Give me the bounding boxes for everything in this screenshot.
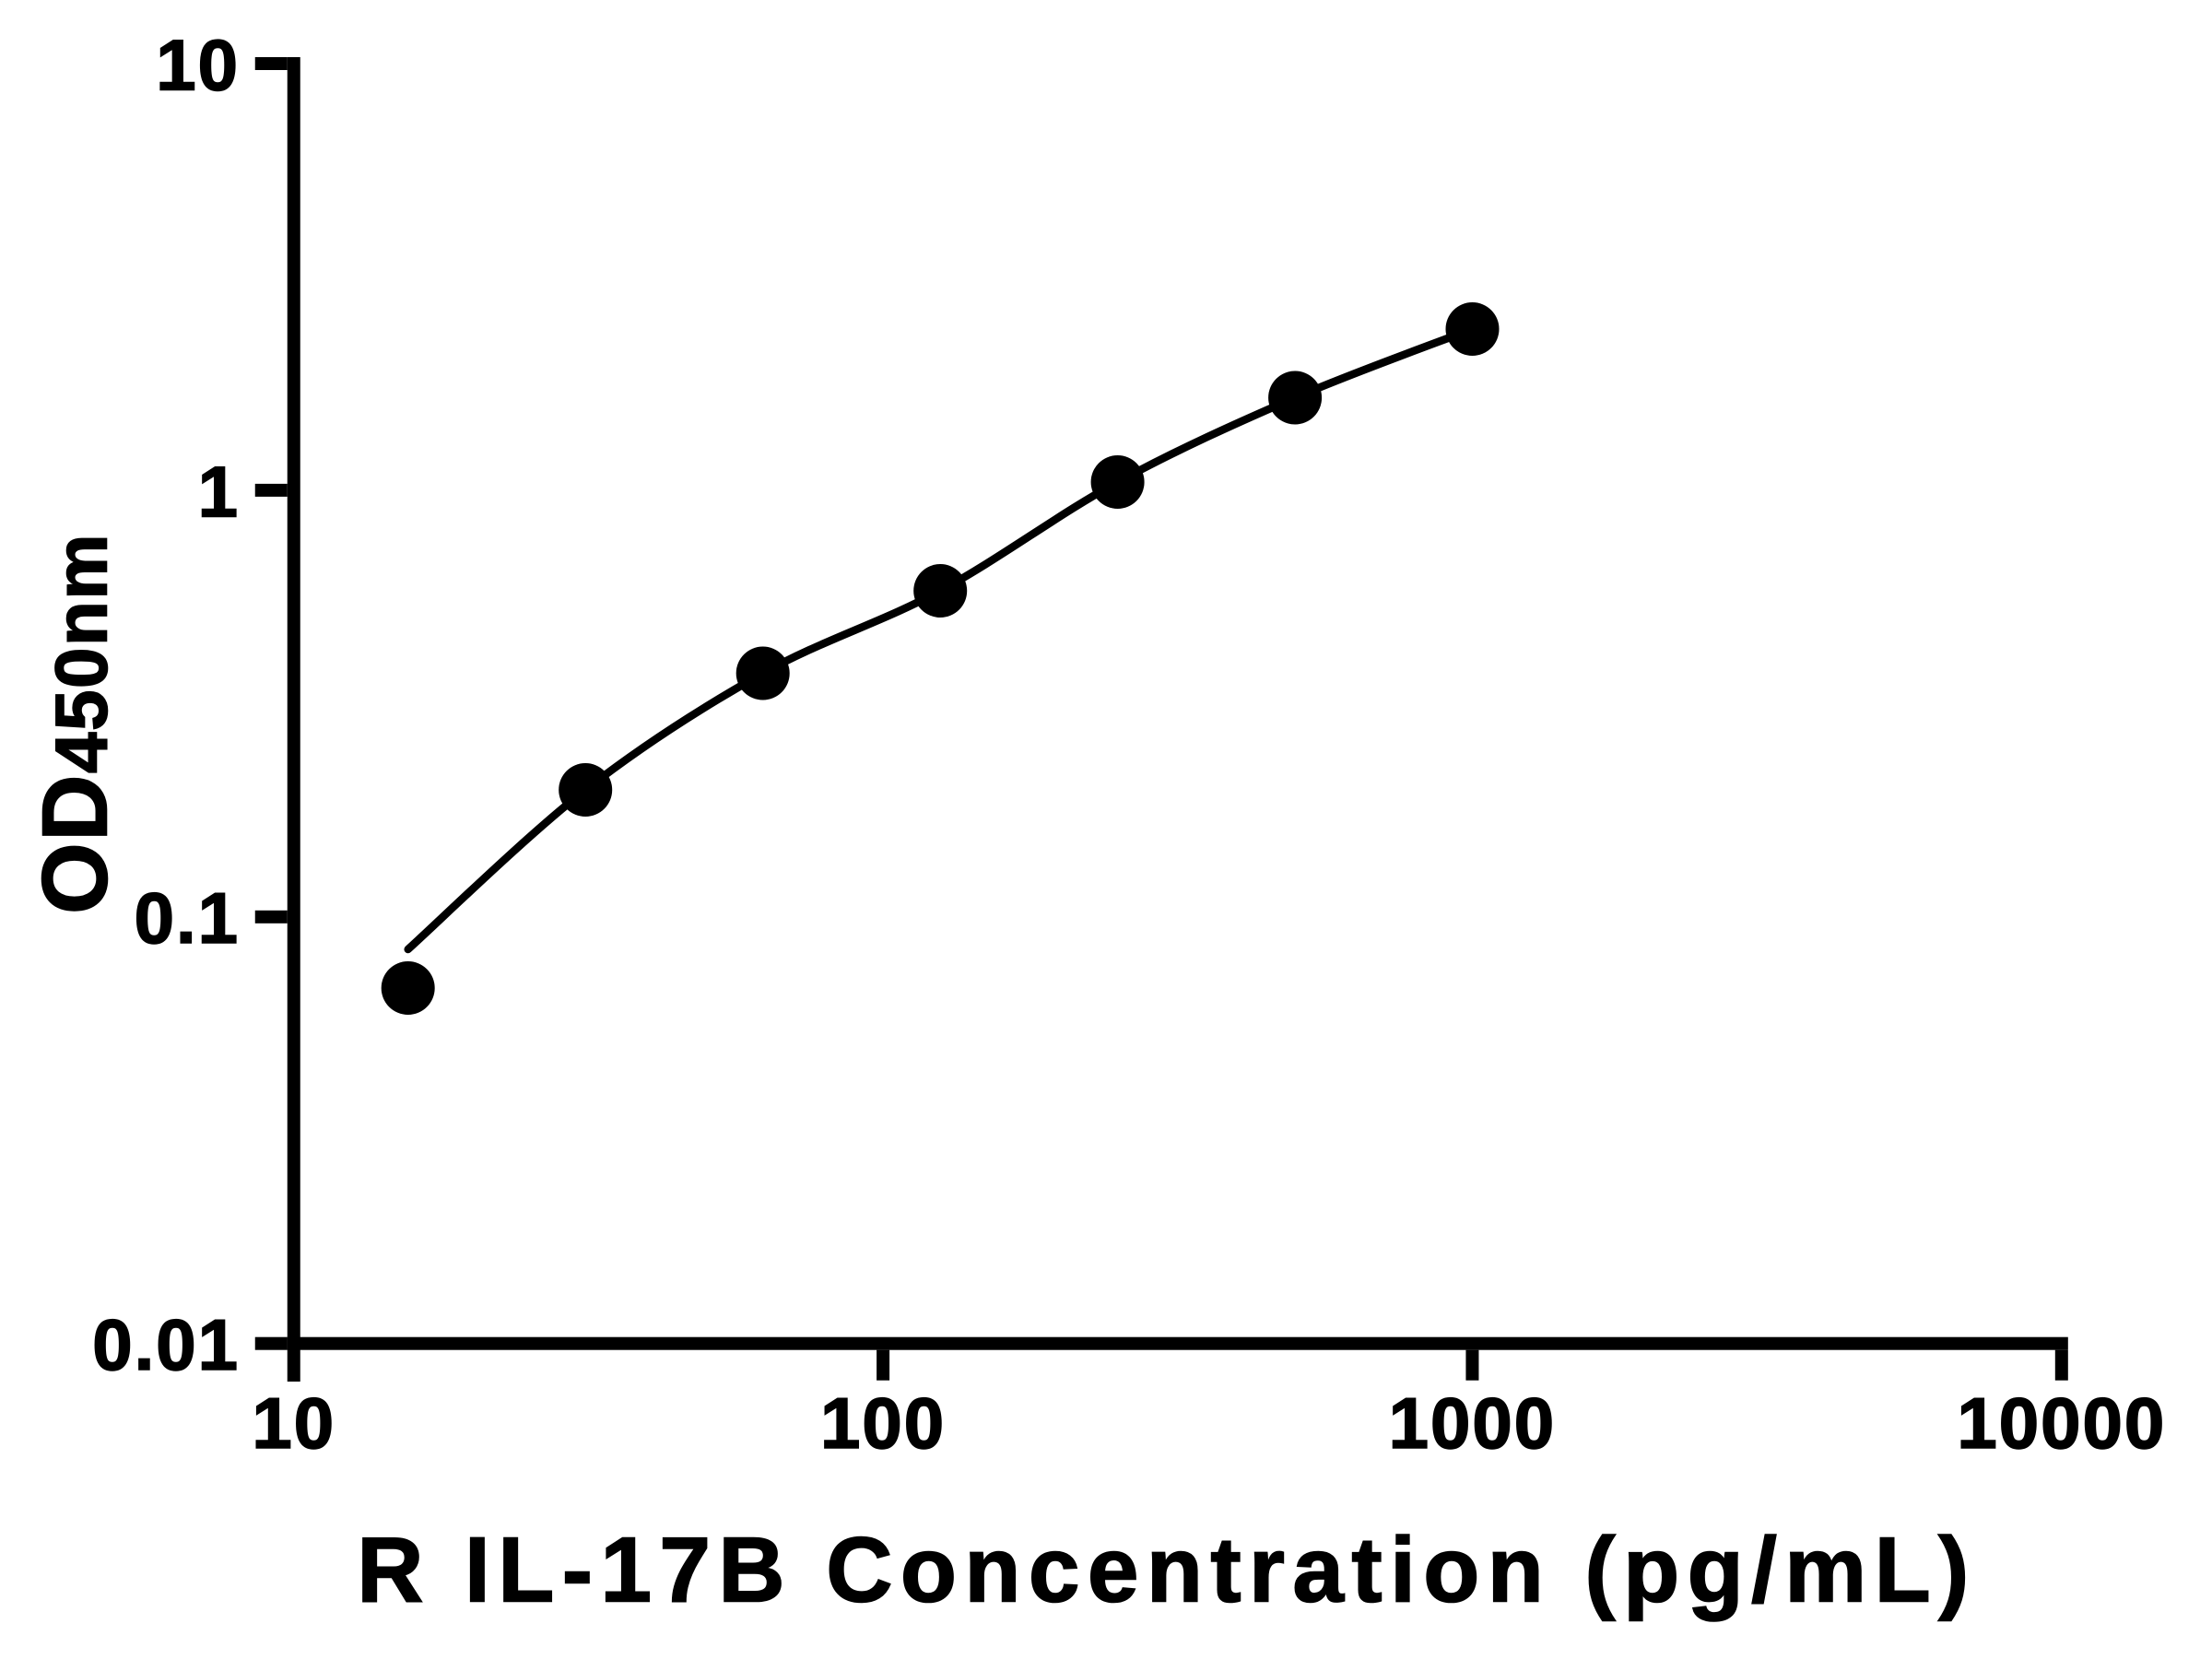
svg-text:10: 10: [252, 1382, 335, 1464]
svg-text:10: 10: [156, 24, 240, 105]
svg-text:1: 1: [198, 451, 240, 532]
svg-text:R IL-17B Concentration (pg/mL): R IL-17B Concentration (pg/mL): [357, 1518, 1977, 1621]
svg-text:0.1: 0.1: [135, 877, 240, 959]
svg-text:0.01: 0.01: [92, 1304, 240, 1385]
svg-text:10000: 10000: [1957, 1382, 2166, 1464]
svg-text:1000: 1000: [1389, 1382, 1557, 1464]
svg-text:OD450nm: OD450nm: [24, 533, 127, 914]
svg-text:100: 100: [820, 1382, 946, 1464]
